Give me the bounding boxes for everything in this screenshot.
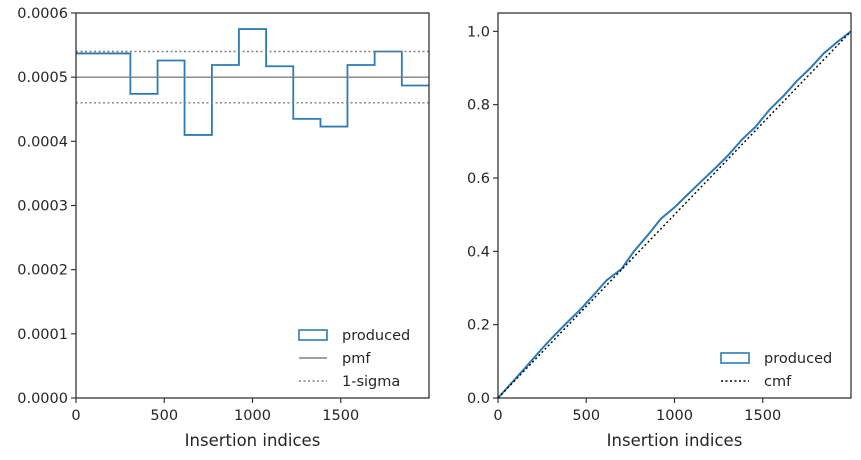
- legend-swatch-produced: [298, 329, 328, 341]
- cmf-panel: 0 500 1000 1500 0.0 0.2 0.4 0.6 0.8 1.0 Insertion…: [467, 12, 852, 450]
- legend-label-1-sigma: 1-sigma: [342, 374, 400, 390]
- right-marks: [497, 30, 852, 399]
- x-tick-label: 0: [71, 408, 80, 424]
- y-tick-label: 0.0003: [17, 199, 68, 215]
- legend-left: produced pmf 1-sigma: [298, 328, 410, 390]
- x-tick-label: 1000: [234, 408, 271, 424]
- x-tick-label: 1000: [656, 408, 693, 424]
- series-produced: [497, 30, 852, 399]
- x-tick-label: 0: [493, 408, 502, 424]
- x-tick-label: 500: [572, 408, 600, 424]
- y-tick-label: 0.0000: [17, 391, 68, 407]
- y-tick-label: 0.2: [467, 318, 490, 334]
- y-tick-label: 0.0004: [17, 134, 68, 150]
- right-ticks: 0 500 1000 1500 0.0 0.2 0.4 0.6 0.8 1.0: [467, 24, 781, 424]
- y-tick-label: 0.0006: [17, 6, 68, 22]
- legend-swatch-produced: [720, 352, 750, 364]
- y-tick-label: 0.6: [467, 171, 490, 187]
- legend-label-cmf: cmf: [764, 374, 792, 390]
- y-tick-label: 0.0002: [17, 263, 68, 279]
- y-tick-label: 0.8: [467, 98, 490, 114]
- legend-label-pmf: pmf: [342, 351, 371, 367]
- legend-label-produced: produced: [764, 351, 832, 367]
- legend-label-produced: produced: [342, 328, 410, 344]
- y-tick-label: 0.4: [467, 244, 490, 260]
- x-tick-label: 500: [150, 408, 178, 424]
- y-tick-label: 1.0: [467, 24, 490, 40]
- x-axis-label-right: Insertion indices: [607, 431, 743, 450]
- x-tick-label: 1500: [744, 408, 781, 424]
- x-tick-label: 1500: [322, 408, 359, 424]
- y-tick-label: 0.0: [467, 391, 490, 407]
- y-tick-label: 0.0001: [17, 327, 68, 343]
- left-ticks: 0 500 1000 1500 0.0000 0.0001 0.0002 0.0003 0.00…: [17, 6, 359, 424]
- series-produced: [76, 28, 429, 136]
- x-axis-label-left: Insertion indices: [185, 431, 321, 450]
- y-tick-label: 0.0005: [17, 70, 68, 86]
- series-cmf: [497, 30, 852, 399]
- legend-right: produced cmf: [720, 351, 832, 390]
- left-marks: [76, 28, 429, 136]
- pmf-histogram-panel: 0 500 1000 1500 0.0000 0.0001 0.0002 0.0003 0.00…: [17, 6, 430, 450]
